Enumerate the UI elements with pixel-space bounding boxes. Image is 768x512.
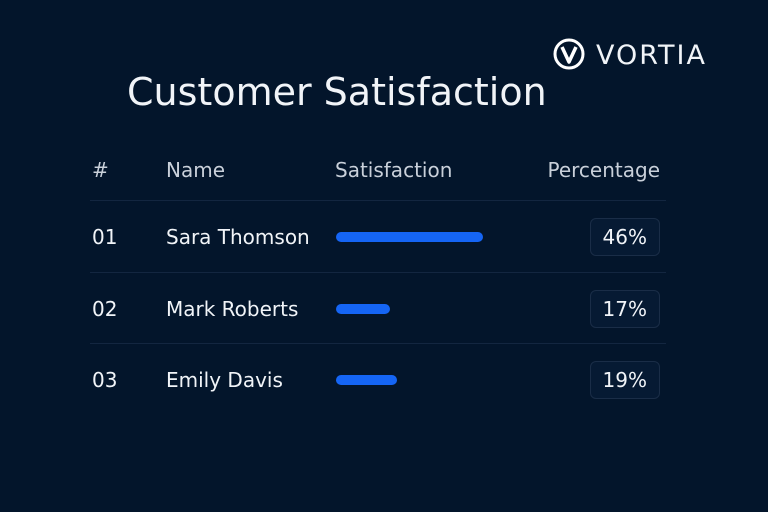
satisfaction-bar	[336, 232, 483, 242]
logo-icon	[553, 38, 585, 70]
column-header: Satisfaction	[335, 158, 453, 182]
page-title: Customer Satisfaction	[127, 70, 547, 114]
row-name: Emily Davis	[166, 368, 283, 392]
column-header: Percentage	[547, 158, 660, 182]
percentage-badge: 46%	[589, 218, 660, 256]
column-header: #	[92, 158, 109, 182]
row-index: 02	[92, 296, 118, 321]
column-header: Name	[166, 158, 226, 182]
row-index: 03	[92, 368, 118, 392]
row-name: Sara Thomson	[166, 225, 310, 249]
satisfaction-bar	[336, 303, 391, 314]
logo-text: VORTIA	[596, 40, 707, 71]
row-separator	[90, 200, 666, 201]
row-index: 01	[92, 225, 118, 249]
row-separator	[90, 343, 666, 344]
row-name: Mark Roberts	[166, 296, 299, 321]
row-separator	[90, 271, 666, 273]
satisfaction-bar	[336, 375, 397, 385]
percentage-badge: 19%	[589, 361, 660, 399]
percentage-badge: 17%	[589, 289, 660, 328]
